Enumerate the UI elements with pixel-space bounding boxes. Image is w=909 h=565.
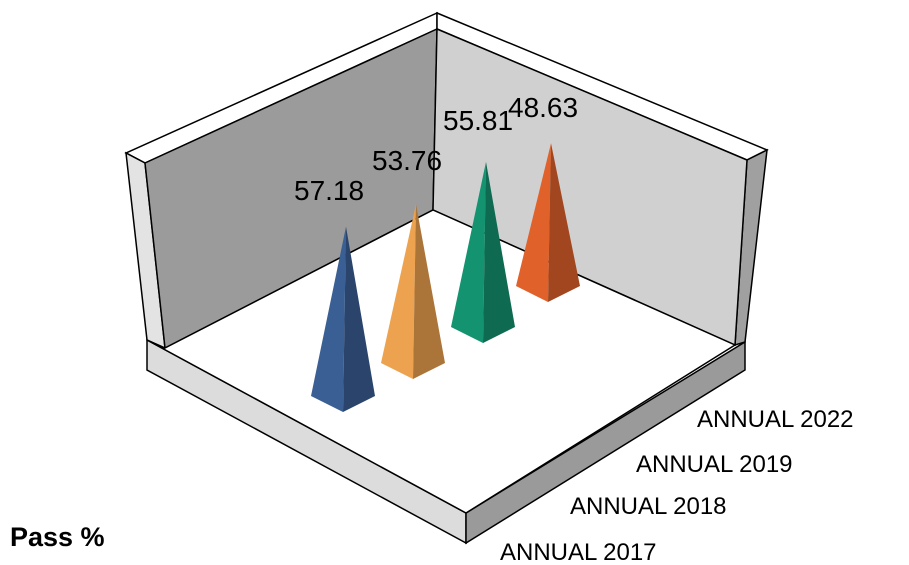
pyramid-face-left <box>381 204 416 379</box>
pyramid-3 <box>516 143 580 302</box>
category-label: ANNUAL 2019 <box>636 451 793 478</box>
pyramid-face-right <box>413 204 445 379</box>
pyramid-face-left <box>516 143 551 302</box>
pyramid-face-right <box>548 143 580 302</box>
pyramid-0 <box>311 226 375 412</box>
category-label: ANNUAL 2022 <box>697 406 854 433</box>
floor-front-right <box>465 340 746 545</box>
pyramid-face-right <box>343 226 375 412</box>
data-label: 55.81 <box>443 105 513 136</box>
pyramid-face-left <box>311 226 346 412</box>
pyramid-face-right <box>483 161 515 343</box>
pyramid-face-left <box>451 161 486 343</box>
chart-title: Pass % <box>10 522 105 552</box>
category-labels: ANNUAL 2017 ANNUAL 2018 ANNUAL 2019 ANNUAL … <box>500 406 854 565</box>
category-label: ANNUAL 2017 <box>500 539 657 565</box>
data-label: 53.76 <box>372 145 442 176</box>
data-label: 48.63 <box>508 92 578 123</box>
data-label: 57.18 <box>294 175 364 206</box>
pyramid-1 <box>381 204 445 379</box>
category-label: ANNUAL 2018 <box>570 493 727 520</box>
pyramid-2 <box>451 161 515 343</box>
pyramid-marks <box>311 143 580 412</box>
